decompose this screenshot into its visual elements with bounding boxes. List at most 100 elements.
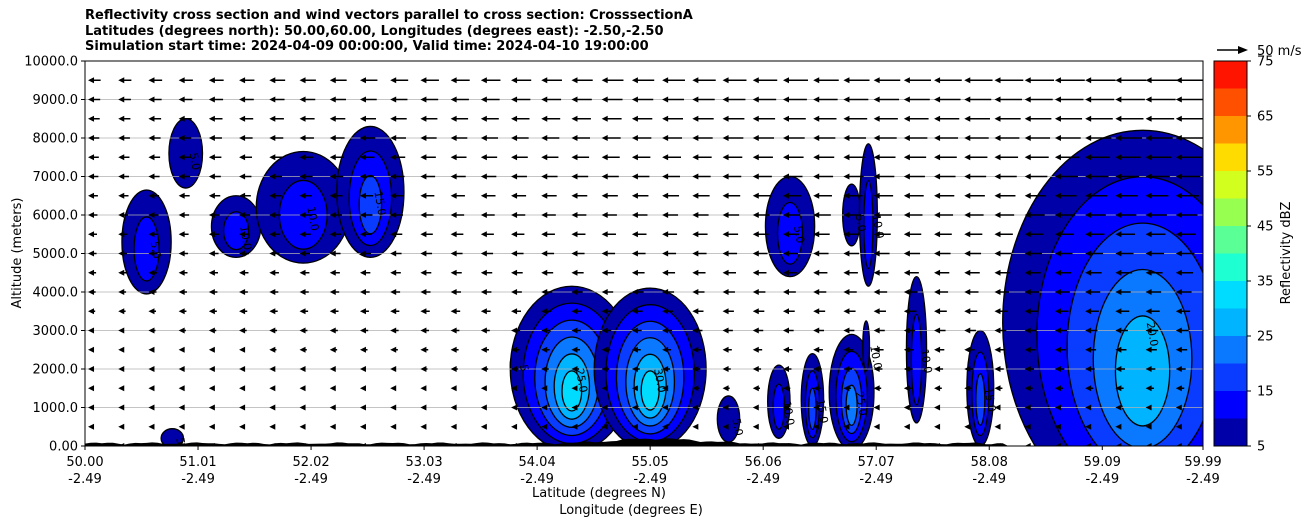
wind-vector bbox=[631, 443, 638, 446]
wind-vector bbox=[480, 289, 492, 295]
colorbar-frame bbox=[1213, 60, 1248, 447]
wind-vector bbox=[329, 269, 340, 276]
wind-vector bbox=[782, 173, 803, 180]
wind-vector bbox=[480, 212, 495, 218]
wind-vector bbox=[692, 289, 705, 295]
wind-vector bbox=[511, 173, 527, 180]
wind-vector bbox=[994, 346, 1006, 353]
wind-vector bbox=[88, 346, 95, 353]
wind-vector bbox=[1024, 385, 1033, 392]
x-tick-label-latitude: 50.00 bbox=[66, 455, 103, 470]
wind-vector bbox=[208, 173, 221, 180]
wind-vector bbox=[994, 173, 1017, 180]
wind-vector bbox=[148, 404, 155, 411]
wind-vector bbox=[873, 346, 884, 353]
wind-vector bbox=[1024, 308, 1039, 315]
wind-vector bbox=[934, 423, 941, 430]
wind-vector bbox=[208, 115, 223, 122]
wind-vector bbox=[662, 289, 675, 295]
wind-vector bbox=[843, 250, 860, 257]
wind-vector bbox=[903, 154, 927, 161]
contour-label: 10.0 bbox=[780, 400, 797, 426]
wind-vector bbox=[934, 192, 955, 199]
wind-vector bbox=[782, 308, 795, 315]
wind-vector bbox=[541, 289, 553, 295]
wind-vector bbox=[782, 423, 789, 430]
wind-vector bbox=[359, 385, 366, 392]
colorbar-tick-label: 55 bbox=[1257, 165, 1274, 180]
wind-vector bbox=[934, 77, 962, 84]
wind-vector bbox=[722, 308, 734, 315]
wind-vector bbox=[1024, 250, 1043, 257]
wind-vector bbox=[994, 154, 1019, 161]
x-tick-label-latitude: 59.09 bbox=[1084, 455, 1121, 470]
x-axis-label-longitude: Longitude (degrees E) bbox=[559, 503, 703, 518]
wind-vector bbox=[1115, 308, 1130, 315]
wind-vector bbox=[1206, 405, 1213, 411]
wind-vector bbox=[1085, 154, 1110, 161]
wind-vector bbox=[420, 212, 434, 218]
wind-vector bbox=[964, 385, 973, 392]
wind-vector bbox=[631, 269, 645, 276]
wind-vector bbox=[1175, 173, 1201, 180]
y-axis-label: Altitude (meters) bbox=[10, 198, 25, 309]
wind-vector bbox=[692, 269, 706, 276]
wind-vector bbox=[329, 212, 342, 218]
wind-vector bbox=[1145, 96, 1176, 103]
wind-vector bbox=[178, 385, 185, 392]
wind-vector bbox=[208, 154, 222, 161]
wind-vector bbox=[269, 173, 283, 180]
wind-vector bbox=[843, 423, 850, 430]
wind-vector bbox=[269, 135, 284, 141]
wind-vector bbox=[752, 96, 777, 103]
wind-vector bbox=[1145, 77, 1178, 84]
wind-vector bbox=[269, 327, 278, 334]
y-tick-label: 3000.0 bbox=[33, 324, 79, 339]
wind-vector bbox=[631, 423, 638, 430]
reflectivity-cell bbox=[905, 275, 928, 424]
wind-vector bbox=[480, 115, 499, 122]
wind-vector bbox=[239, 96, 254, 103]
wind-vector bbox=[480, 192, 496, 199]
wind-vector bbox=[329, 289, 340, 295]
reflectivity-cell bbox=[121, 189, 172, 295]
wind-vector bbox=[118, 154, 130, 161]
wind-vector bbox=[420, 231, 433, 238]
wind-vector bbox=[903, 289, 918, 295]
wind-vector bbox=[601, 443, 608, 446]
colorbar-tick-label: 15 bbox=[1257, 385, 1274, 400]
wind-vector bbox=[571, 154, 590, 161]
wind-vector bbox=[571, 96, 592, 103]
wind-vector bbox=[601, 115, 622, 122]
wind-vector bbox=[1054, 250, 1073, 257]
wind-vector bbox=[843, 212, 862, 218]
wind-vector bbox=[118, 212, 129, 218]
colorbar-tick-label: 45 bbox=[1257, 220, 1274, 235]
wind-vector bbox=[178, 154, 191, 161]
wind-vector bbox=[239, 308, 248, 315]
wind-vector bbox=[1175, 423, 1182, 430]
wind-vector bbox=[662, 423, 669, 430]
wind-vector bbox=[631, 346, 641, 353]
wind-vector bbox=[662, 77, 685, 84]
wind-vector bbox=[511, 404, 518, 411]
wind-vector bbox=[148, 96, 162, 103]
wind-vector bbox=[1145, 115, 1175, 122]
wind-vector bbox=[934, 385, 942, 392]
x-tick-label-latitude: 57.07 bbox=[858, 455, 895, 470]
wind-vector bbox=[390, 385, 397, 392]
wind-vector bbox=[450, 135, 468, 141]
wind-vector bbox=[239, 269, 249, 276]
wind-vector bbox=[480, 423, 487, 430]
reflectivity-cell bbox=[160, 428, 185, 446]
wind-vector bbox=[964, 212, 984, 218]
wind-vector bbox=[88, 443, 95, 446]
wind-vector bbox=[359, 115, 377, 122]
wind-vector bbox=[873, 385, 882, 392]
wind-vector bbox=[511, 96, 531, 103]
wind-vector bbox=[722, 231, 739, 238]
wind-vector bbox=[843, 327, 855, 334]
wind-vector bbox=[873, 192, 894, 199]
wind-vector bbox=[239, 115, 254, 122]
